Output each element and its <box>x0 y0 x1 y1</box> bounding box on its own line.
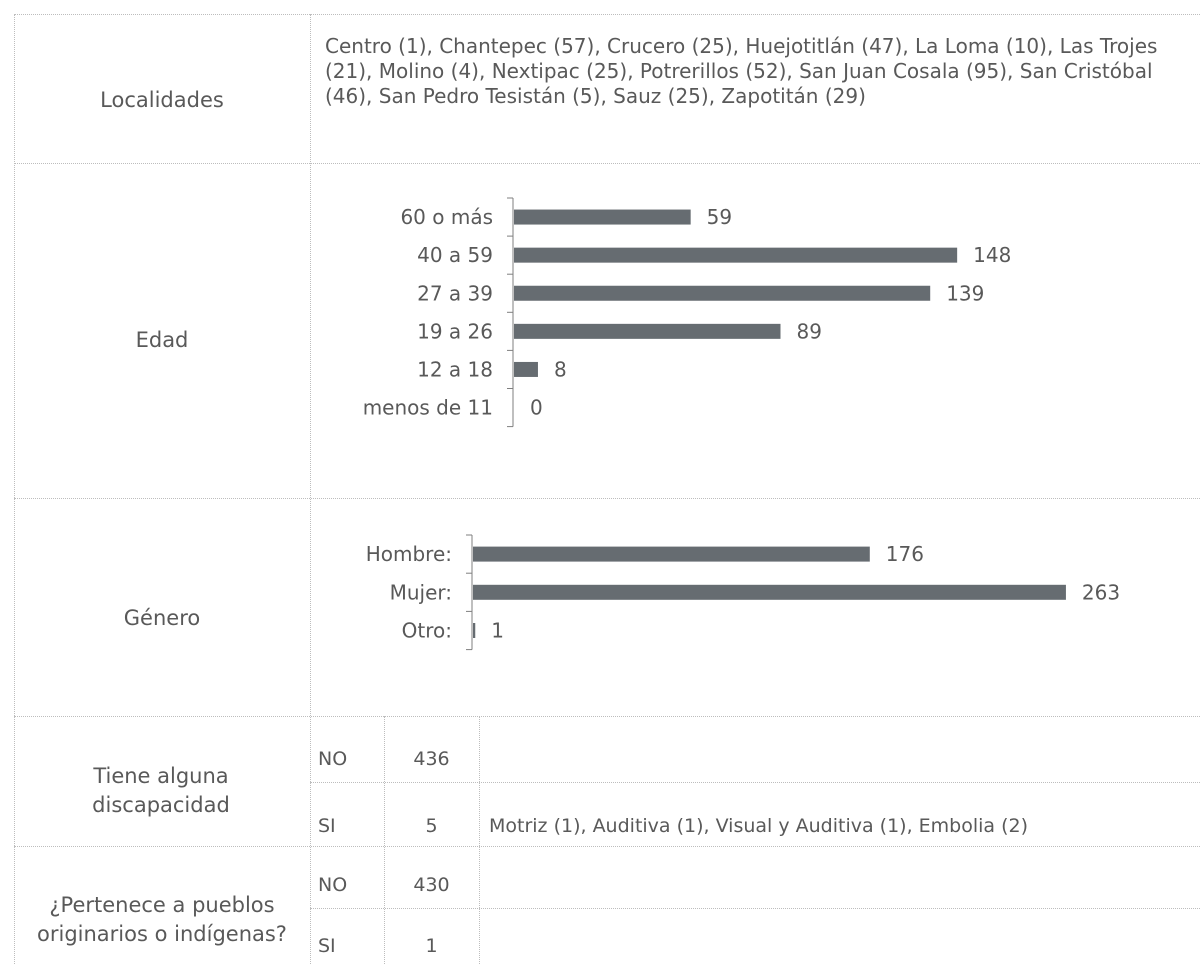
genero-bar <box>473 584 1066 600</box>
discapacidad-no-answer: NO <box>318 748 348 770</box>
column-divider-label <box>310 14 311 964</box>
pueblos-no-count: 430 <box>413 874 450 896</box>
row-divider-edad <box>14 498 1200 499</box>
genero-data-label: 176 <box>886 542 924 566</box>
discapacidad-no-count: 436 <box>413 748 450 770</box>
row-divider-discapacidad <box>14 846 1200 847</box>
edad-bar <box>514 285 931 301</box>
discapacidad-label: Tiene alguna discapacidad <box>92 764 230 817</box>
edad-bar <box>514 209 691 225</box>
edad-data-label: 89 <box>796 319 821 343</box>
pueblos-no-answer: NO <box>318 874 348 896</box>
edad-label: Edad <box>135 328 189 352</box>
edad-bar <box>514 323 781 339</box>
row-divider-genero <box>14 716 1200 717</box>
edad-data-label: 8 <box>554 357 567 381</box>
pueblos-si-answer: SI <box>318 935 336 957</box>
column-divider-count <box>479 716 480 964</box>
edad-category-label: menos de 11 <box>363 396 493 420</box>
row-divider-pueblos-inner <box>310 908 1200 909</box>
discapacidad-si-count: 5 <box>425 815 438 837</box>
table-border-left <box>14 14 15 964</box>
edad-category-label: 27 a 39 <box>417 281 493 305</box>
genero-bar <box>473 623 476 638</box>
localidades-text: Centro (1), Chantepec (57), Crucero (25)… <box>325 34 1158 108</box>
column-divider-answer <box>384 716 385 964</box>
edad-bar <box>514 247 958 263</box>
row-divider-discapacidad-inner <box>310 782 1200 783</box>
genero-category-label: Otro: <box>402 619 452 643</box>
edad-category-label: 60 o más <box>400 205 493 229</box>
genero-data-label: 1 <box>491 619 504 643</box>
table-border-top <box>14 14 1200 15</box>
edad-data-label: 59 <box>707 205 732 229</box>
edad-bar <box>514 361 538 377</box>
genero-category-label: Hombre: <box>366 542 452 566</box>
pueblos-si-count: 1 <box>425 935 438 957</box>
row-divider-localidades <box>14 163 1200 164</box>
genero-data-label: 263 <box>1082 580 1120 604</box>
edad-category-label: 12 a 18 <box>417 357 493 381</box>
edad-data-label: 0 <box>530 396 543 420</box>
pueblos-label: ¿Pertenece a pueblos originarios o indíg… <box>37 893 287 946</box>
genero-category-label: Mujer: <box>390 580 452 604</box>
edad-data-label: 139 <box>946 281 984 305</box>
edad-category-label: 40 a 59 <box>417 243 493 267</box>
discapacidad-si-detail: Motriz (1), Auditiva (1), Visual y Audit… <box>489 815 1029 837</box>
genero-label: Género <box>123 606 201 630</box>
edad-data-label: 148 <box>973 243 1011 267</box>
edad-category-label: 19 a 26 <box>417 319 493 343</box>
genero-bar <box>473 546 870 562</box>
discapacidad-si-answer: SI <box>318 815 336 837</box>
localidades-label: Localidades <box>100 88 224 112</box>
